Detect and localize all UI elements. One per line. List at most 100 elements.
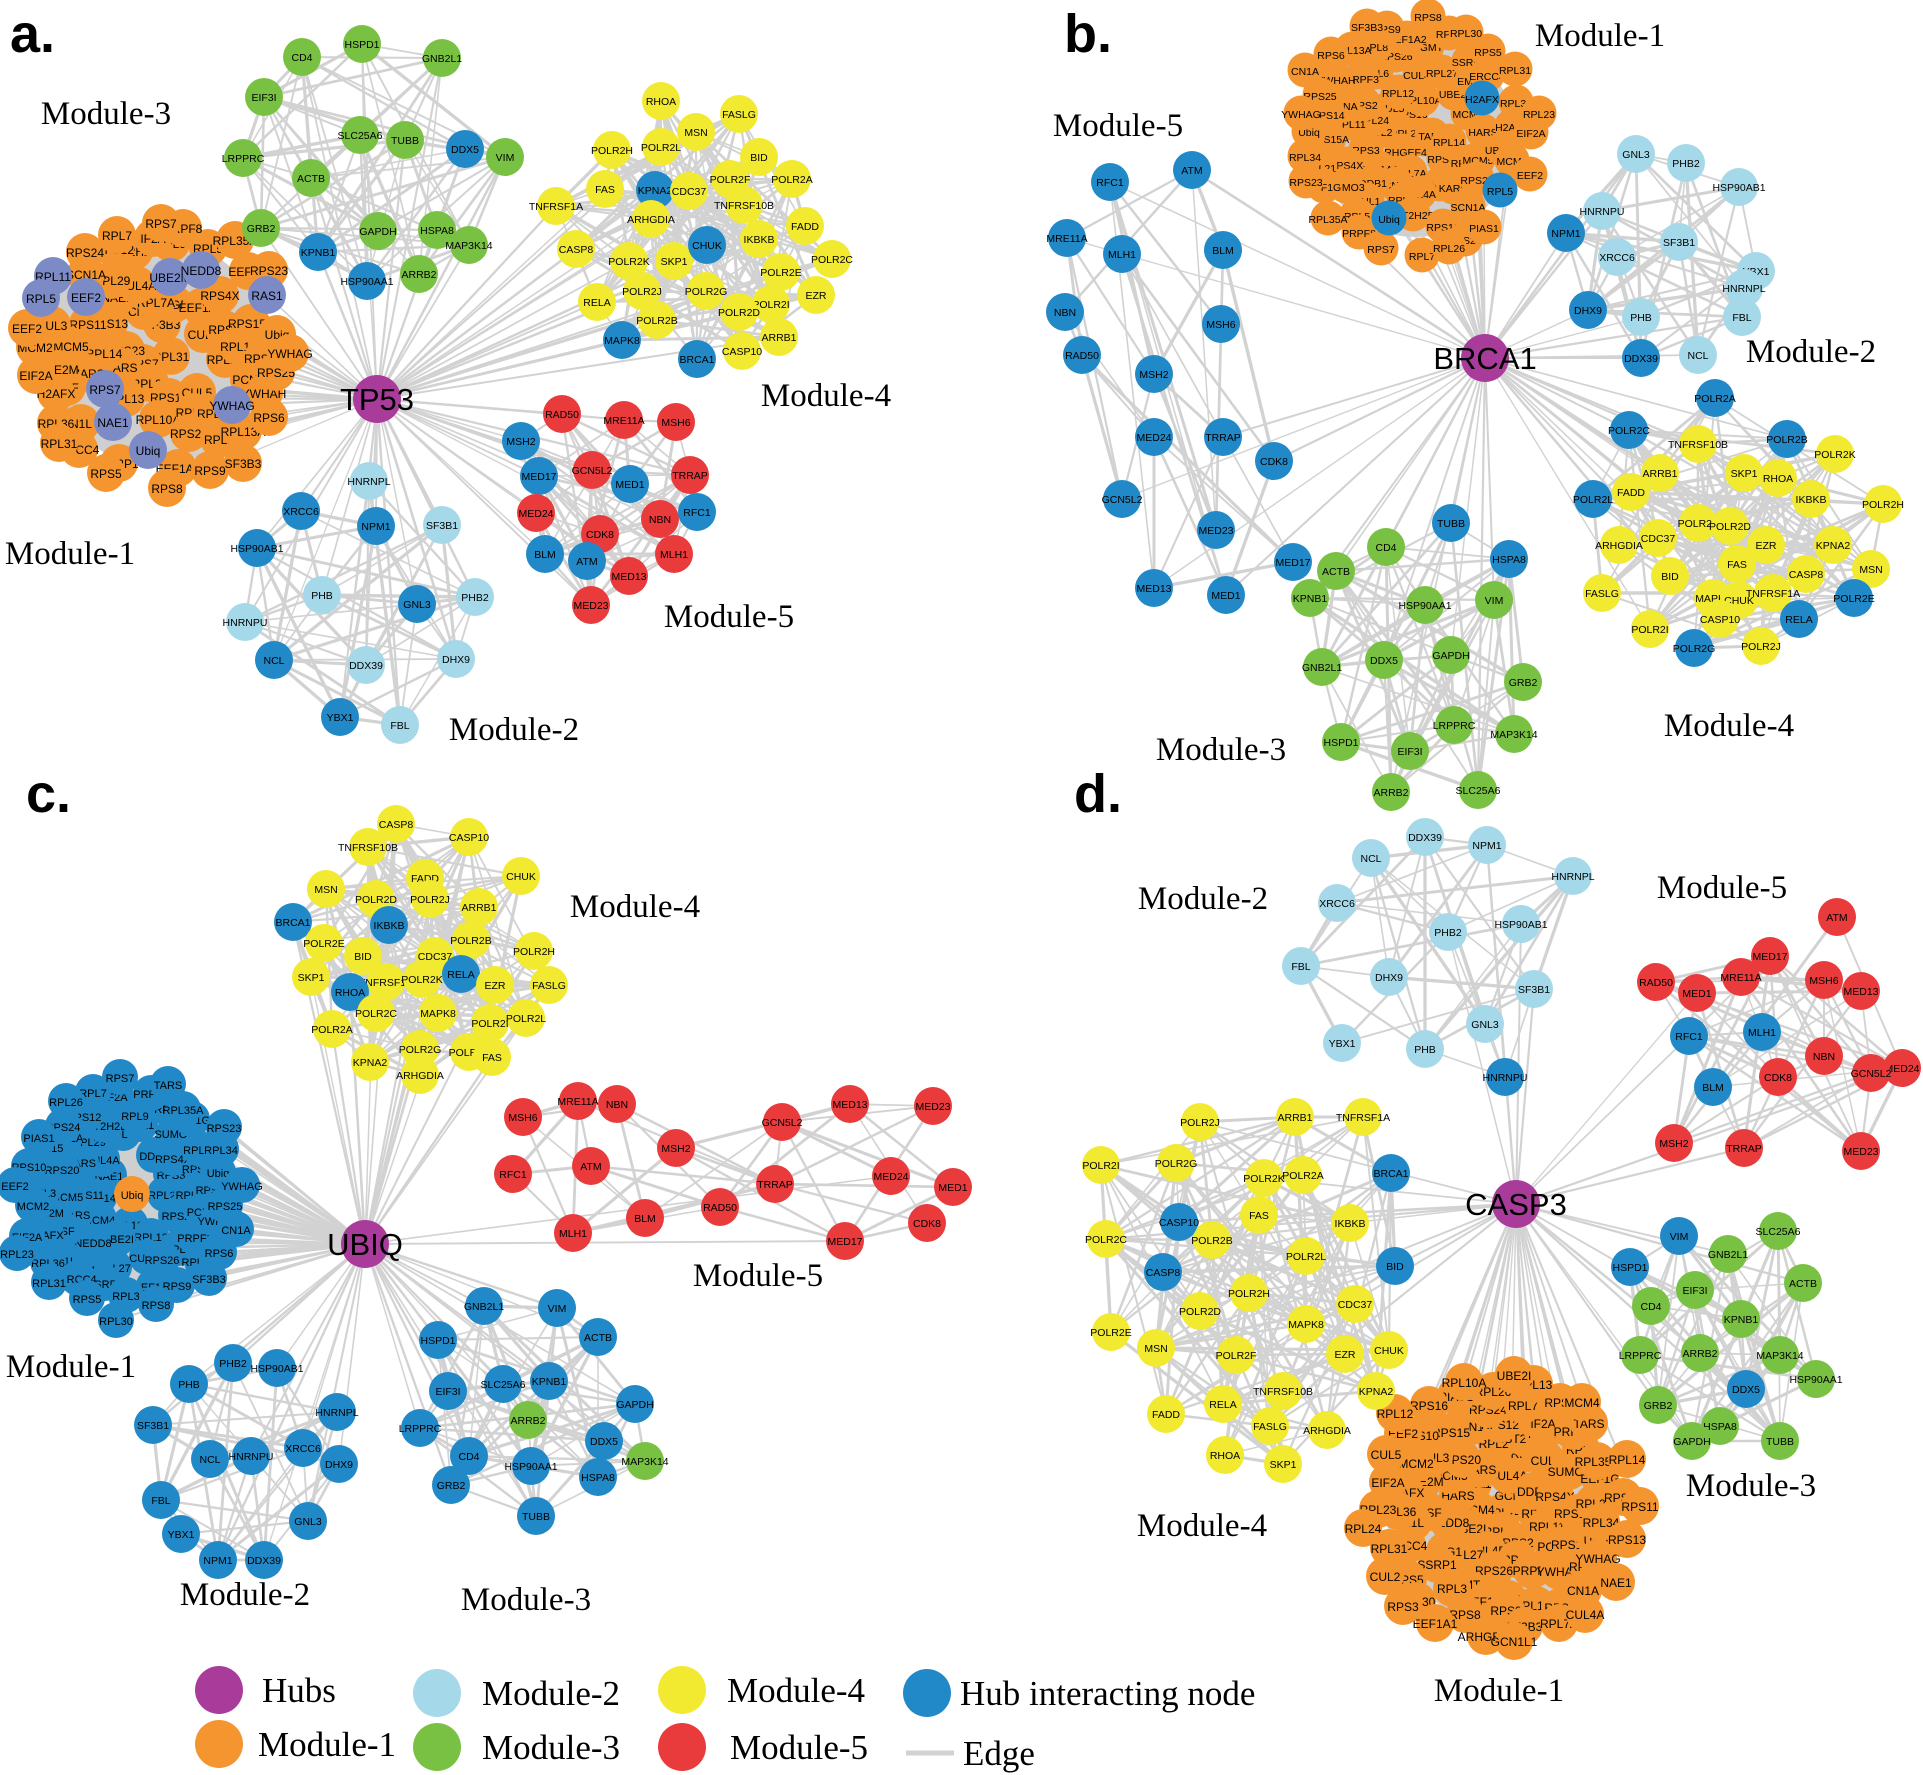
svg-text:ARHGDIA: ARHGDIA — [1303, 1425, 1351, 1437]
svg-text:SKP1: SKP1 — [661, 256, 688, 268]
svg-text:YWHAG: YWHAG — [209, 399, 254, 413]
svg-text:HSPD1: HSPD1 — [420, 1335, 455, 1347]
svg-text:EZR: EZR — [1335, 1349, 1356, 1361]
svg-text:HSP90AA1: HSP90AA1 — [504, 1461, 557, 1473]
svg-text:BLM: BLM — [1702, 1082, 1724, 1094]
svg-text:FBL: FBL — [1291, 961, 1310, 973]
svg-text:RPL30: RPL30 — [99, 1316, 133, 1328]
svg-text:RPL7: RPL7 — [79, 1088, 107, 1100]
svg-text:CASP8: CASP8 — [559, 244, 594, 256]
svg-text:RPS8: RPS8 — [1449, 1608, 1481, 1622]
svg-text:RFC1: RFC1 — [499, 1169, 527, 1181]
svg-text:TUBB: TUBB — [1766, 1436, 1794, 1448]
svg-text:MED1: MED1 — [1682, 988, 1711, 1000]
svg-text:RPL31: RPL31 — [41, 437, 78, 451]
svg-text:ACTB: ACTB — [1789, 1278, 1817, 1290]
svg-text:Module-3: Module-3 — [461, 1582, 591, 1618]
svg-text:RPS24: RPS24 — [66, 246, 104, 260]
svg-text:LRPPRC: LRPPRC — [1619, 1350, 1662, 1362]
svg-text:POLR2L: POLR2L — [506, 1013, 546, 1025]
svg-text:UBIQ: UBIQ — [327, 1227, 403, 1262]
svg-text:DDX39: DDX39 — [1624, 353, 1658, 365]
svg-text:RPS4X: RPS4X — [200, 289, 239, 303]
svg-text:MSN: MSN — [684, 127, 707, 139]
svg-text:MAP3K14: MAP3K14 — [445, 240, 492, 252]
svg-text:GCN1L1: GCN1L1 — [1491, 1635, 1538, 1649]
svg-text:KPNB1: KPNB1 — [1724, 1314, 1759, 1326]
svg-text:MED23: MED23 — [1843, 1146, 1878, 1158]
svg-text:NBN: NBN — [606, 1099, 628, 1111]
svg-text:DHX9: DHX9 — [325, 1459, 353, 1471]
svg-text:RPS23: RPS23 — [1289, 177, 1322, 189]
svg-text:POLR2K: POLR2K — [1243, 1173, 1284, 1185]
svg-text:RPL7: RPL7 — [102, 229, 132, 243]
svg-text:KPNB1: KPNB1 — [1293, 593, 1328, 605]
svg-text:NBN: NBN — [1054, 307, 1076, 319]
svg-text:SF3B1: SF3B1 — [1663, 237, 1695, 249]
svg-text:HNRNPU: HNRNPU — [223, 617, 268, 629]
svg-text:FASLG: FASLG — [722, 109, 756, 121]
svg-text:RPS7: RPS7 — [106, 1073, 135, 1085]
svg-text:NPM1: NPM1 — [203, 1555, 232, 1567]
svg-text:RELA: RELA — [1785, 614, 1812, 626]
svg-text:MED13: MED13 — [1843, 986, 1878, 998]
svg-text:Module-4: Module-4 — [727, 1671, 865, 1710]
svg-text:POLR2E: POLR2E — [1090, 1327, 1131, 1339]
svg-text:POLR2H: POLR2H — [1228, 1288, 1270, 1300]
svg-text:NBN: NBN — [649, 514, 671, 526]
svg-text:Module-1: Module-1 — [1434, 1673, 1564, 1709]
svg-text:ATM: ATM — [1181, 165, 1202, 177]
svg-text:RPS3: RPS3 — [1387, 1600, 1419, 1614]
svg-text:ARRB1: ARRB1 — [1642, 468, 1677, 480]
svg-text:FAS: FAS — [482, 1052, 502, 1064]
svg-text:TNFRSF1A: TNFRSF1A — [359, 977, 413, 989]
svg-text:MED23: MED23 — [573, 600, 608, 612]
svg-text:Module-1: Module-1 — [1535, 18, 1665, 54]
svg-text:GCN5L2: GCN5L2 — [1102, 494, 1143, 506]
svg-text:POLR2A: POLR2A — [1694, 393, 1735, 405]
svg-text:Module-4: Module-4 — [570, 889, 700, 925]
svg-text:HNRNPU: HNRNPU — [229, 1451, 274, 1463]
svg-text:PRPF3: PRPF3 — [177, 1233, 212, 1245]
svg-text:RPL26: RPL26 — [49, 1097, 83, 1109]
svg-text:LRPPRC: LRPPRC — [222, 153, 265, 165]
svg-text:RELA: RELA — [447, 969, 474, 981]
svg-text:RPL31: RPL31 — [1371, 1542, 1408, 1556]
svg-text:DHX9: DHX9 — [442, 654, 470, 666]
svg-text:POLR2L: POLR2L — [1573, 494, 1613, 506]
svg-text:RPL35A: RPL35A — [163, 1105, 205, 1117]
svg-text:PHB: PHB — [1630, 312, 1652, 324]
svg-text:GRB2: GRB2 — [1509, 677, 1538, 689]
svg-text:POLR2J: POLR2J — [622, 286, 662, 298]
svg-text:SSRP1: SSRP1 — [1417, 1558, 1457, 1572]
svg-text:RPL31: RPL31 — [153, 350, 190, 364]
svg-text:BID: BID — [1386, 1261, 1404, 1273]
svg-text:SCN1A: SCN1A — [1450, 202, 1485, 214]
svg-text:RPL34: RPL34 — [204, 1145, 238, 1157]
svg-text:HSP90AA1: HSP90AA1 — [1789, 1374, 1842, 1386]
svg-text:YWHAG: YWHAG — [267, 347, 312, 361]
svg-text:XRCC6: XRCC6 — [1599, 252, 1635, 264]
svg-text:FAS: FAS — [1249, 1210, 1269, 1222]
svg-text:POLR2H: POLR2H — [513, 946, 555, 958]
svg-text:MLH1: MLH1 — [660, 549, 688, 561]
svg-text:RPL12: RPL12 — [1377, 1407, 1414, 1421]
svg-text:FASLG: FASLG — [1253, 1421, 1287, 1433]
svg-text:CDK8: CDK8 — [586, 529, 614, 541]
svg-text:RPL10A: RPL10A — [136, 413, 181, 427]
svg-text:TARS: TARS — [154, 1080, 183, 1092]
svg-text:TUBB: TUBB — [1437, 518, 1465, 530]
svg-text:RPS26: RPS26 — [1475, 1564, 1513, 1578]
svg-text:TUBB: TUBB — [522, 1511, 550, 1523]
svg-text:UBE2I: UBE2I — [1497, 1369, 1532, 1383]
svg-text:MED24: MED24 — [1884, 1063, 1919, 1075]
svg-text:RPS26: RPS26 — [170, 427, 208, 441]
svg-text:RPL5: RPL5 — [1487, 186, 1513, 198]
svg-text:ACTB: ACTB — [297, 173, 325, 185]
svg-text:PRPF3: PRPF3 — [1345, 74, 1379, 86]
svg-text:POLR2G: POLR2G — [1155, 1158, 1198, 1170]
svg-text:MSH2: MSH2 — [1659, 1138, 1688, 1150]
svg-text:RPS26: RPS26 — [145, 1255, 180, 1267]
svg-text:EZR: EZR — [485, 980, 506, 992]
svg-text:FBL: FBL — [151, 1495, 170, 1507]
